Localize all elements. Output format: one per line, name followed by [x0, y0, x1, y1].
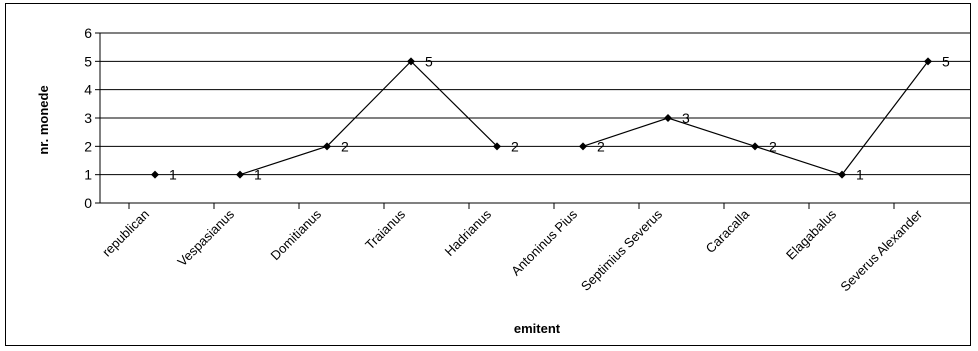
- gridlines: [100, 32, 970, 204]
- x-tick-label: Elagabalus: [783, 206, 839, 262]
- x-tick-label: Traianus: [362, 206, 408, 252]
- y-tick-label: 6: [84, 25, 92, 41]
- y-axis-title: nr. monede: [36, 85, 51, 154]
- data-point: [751, 142, 759, 151]
- data-label: 1: [856, 167, 864, 183]
- x-tick-label: Caracalla: [703, 206, 753, 256]
- data-label: 2: [597, 138, 605, 154]
- y-tick-label: 3: [84, 110, 92, 126]
- data-label: 2: [769, 138, 777, 154]
- data-labels: 1 1 2 5 2 2 3 2 1 5: [169, 53, 950, 182]
- data-point: [407, 57, 415, 66]
- data-label: 5: [942, 53, 950, 69]
- x-tick-label: Hadrianus: [442, 206, 495, 259]
- x-tick-label: Severus Alexander: [837, 206, 925, 294]
- data-point: [924, 57, 932, 66]
- data-label: 1: [254, 167, 262, 183]
- data-point: [579, 142, 587, 151]
- series-markers: [151, 57, 932, 179]
- data-point: [151, 170, 159, 179]
- x-tick-label: Domitianus: [268, 206, 325, 263]
- data-label: 2: [341, 138, 349, 154]
- x-tick-label: republican: [99, 207, 152, 260]
- data-label: 3: [682, 110, 690, 126]
- x-tick-label: Septimius Severus: [578, 206, 666, 294]
- data-label: 2: [511, 138, 519, 154]
- x-tick-label: Antoninus Pius: [508, 206, 580, 278]
- y-tick-label: 4: [84, 82, 92, 98]
- series-line-segment: [239, 60, 498, 176]
- y-tick-label: 1: [84, 167, 92, 183]
- y-tick-labels: 0 1 2 3 4 5 6: [84, 25, 92, 211]
- y-tick-label: 2: [84, 138, 92, 154]
- data-label: 5: [425, 53, 433, 69]
- x-tick-labels: republican Vespasianus Domitianus Traianus H…: [99, 206, 926, 294]
- y-tick-label: 5: [84, 53, 92, 69]
- data-point: [493, 142, 501, 151]
- data-point: [323, 142, 331, 151]
- data-point: [838, 170, 846, 179]
- data-label: 1: [169, 167, 177, 183]
- data-point: [664, 114, 672, 122]
- axes: [95, 32, 895, 209]
- data-point: [236, 170, 244, 179]
- x-tick-label: Vespasianus: [174, 206, 237, 269]
- y-tick-label: 0: [84, 195, 92, 211]
- x-axis-title: emitent: [514, 321, 561, 336]
